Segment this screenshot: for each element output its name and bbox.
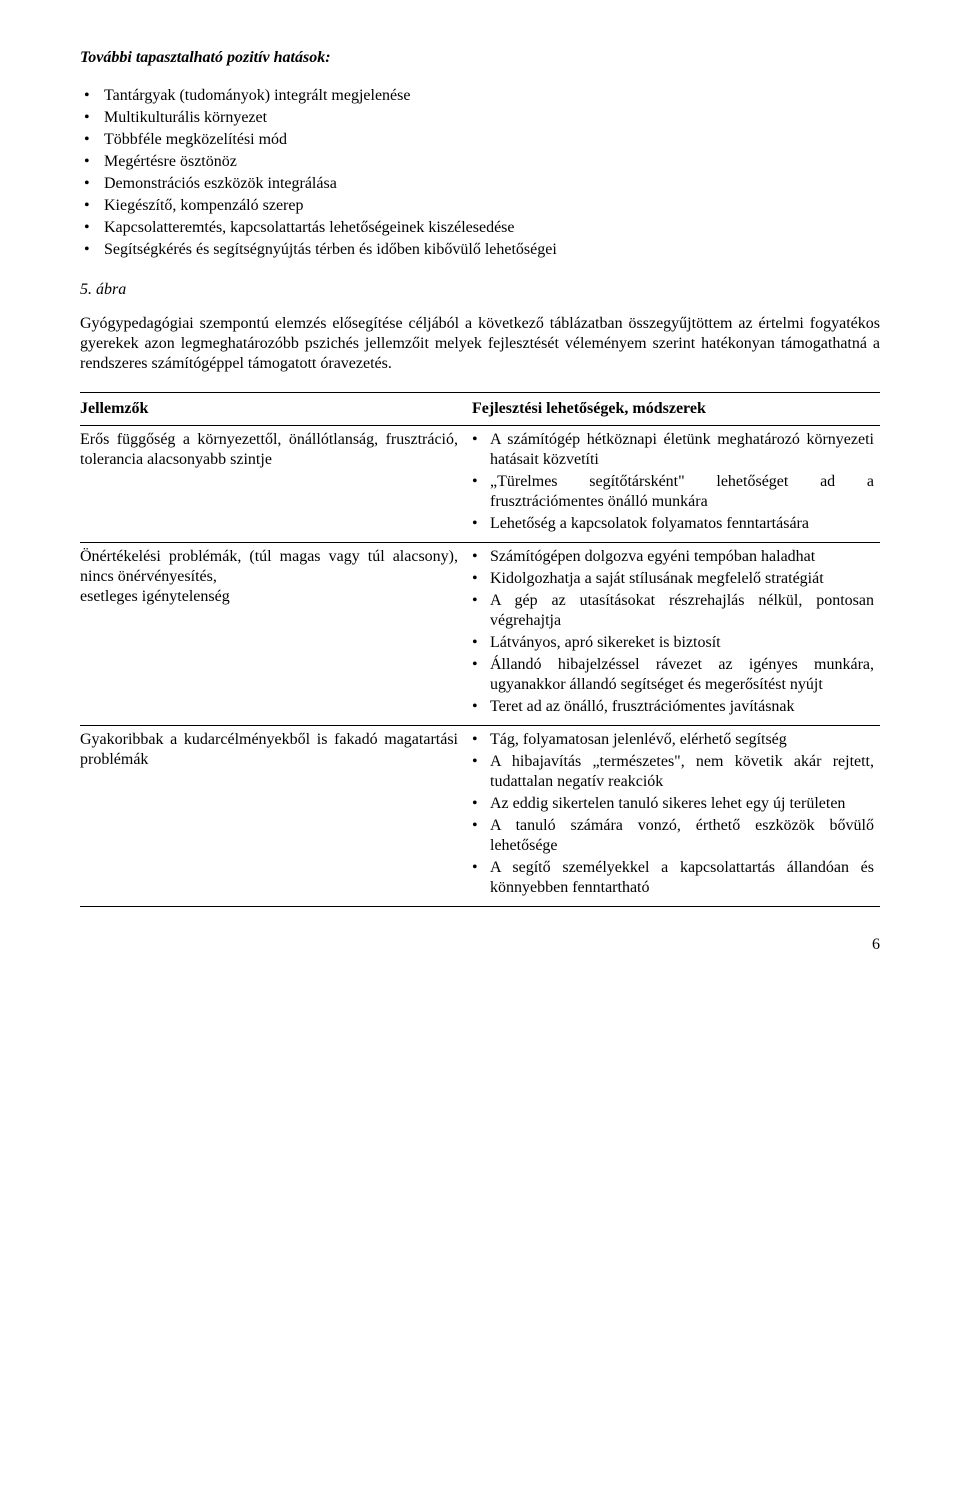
method-item: Az eddig sikertelen tanuló sikeres lehet…: [472, 794, 874, 814]
intro-paragraph: Gyógypedagógiai szempontú elemzés előseg…: [80, 314, 880, 374]
method-item: A számítógép hétköznapi életünk meghatár…: [472, 430, 874, 470]
method-item: Állandó hibajelzéssel rávezet az igényes…: [472, 655, 874, 695]
characteristics-table: Jellemzők Fejlesztési lehetőségek, módsz…: [80, 392, 880, 907]
method-item: Látványos, apró sikereket is biztosít: [472, 633, 874, 653]
method-item: Teret ad az önálló, frusztrációmentes ja…: [472, 697, 874, 717]
method-item: Tág, folyamatosan jelenlévő, elérhető se…: [472, 730, 874, 750]
table-header-right: Fejlesztési lehetőségek, módszerek: [472, 393, 880, 426]
method-item: A segítő személyekkel a kapcsolattartás …: [472, 858, 874, 898]
table-row: Erős függőség a környezettől, önállótlan…: [80, 426, 880, 543]
table-row: Gyakoribbak a kudarcélményekből is fakad…: [80, 726, 880, 907]
list-item: Tantárgyak (tudományok) integrált megjel…: [80, 86, 880, 106]
list-item: Többféle megközelítési mód: [80, 130, 880, 150]
method-item: A gép az utasításokat részrehajlás nélkü…: [472, 591, 874, 631]
table-header-left: Jellemzők: [80, 393, 472, 426]
method-item: Számítógépen dolgozva egyéni tempóban ha…: [472, 547, 874, 567]
table-cell-characteristic: Gyakoribbak a kudarcélményekből is fakad…: [80, 726, 472, 907]
list-item: Segítségkérés és segítségnyújtás térben …: [80, 240, 880, 260]
method-item: Lehetőség a kapcsolatok folyamatos fennt…: [472, 514, 874, 534]
table-cell-methods: Számítógépen dolgozva egyéni tempóban ha…: [472, 543, 880, 726]
method-item: „Türelmes segítőtársként" lehetőséget ad…: [472, 472, 874, 512]
method-item: Kidolgozhatja a saját stílusának megfele…: [472, 569, 874, 589]
table-cell-methods: A számítógép hétköznapi életünk meghatár…: [472, 426, 880, 543]
method-item: A hibajavítás „természetes", nem követik…: [472, 752, 874, 792]
table-cell-characteristic: Önértékelési problémák, (túl magas vagy …: [80, 543, 472, 726]
figure-label: 5. ábra: [80, 280, 880, 300]
method-item: A tanuló számára vonzó, érthető eszközök…: [472, 816, 874, 856]
section-heading: További tapasztalható pozitív hatások:: [80, 48, 880, 68]
positive-effects-list: Tantárgyak (tudományok) integrált megjel…: [80, 86, 880, 260]
table-cell-characteristic: Erős függőség a környezettől, önállótlan…: [80, 426, 472, 543]
list-item: Kapcsolatteremtés, kapcsolattartás lehet…: [80, 218, 880, 238]
list-item: Demonstrációs eszközök integrálása: [80, 174, 880, 194]
list-item: Multikulturális környezet: [80, 108, 880, 128]
table-row: Önértékelési problémák, (túl magas vagy …: [80, 543, 880, 726]
list-item: Kiegészítő, kompenzáló szerep: [80, 196, 880, 216]
list-item: Megértésre ösztönöz: [80, 152, 880, 172]
table-cell-methods: Tág, folyamatosan jelenlévő, elérhető se…: [472, 726, 880, 907]
page-number: 6: [80, 935, 880, 955]
